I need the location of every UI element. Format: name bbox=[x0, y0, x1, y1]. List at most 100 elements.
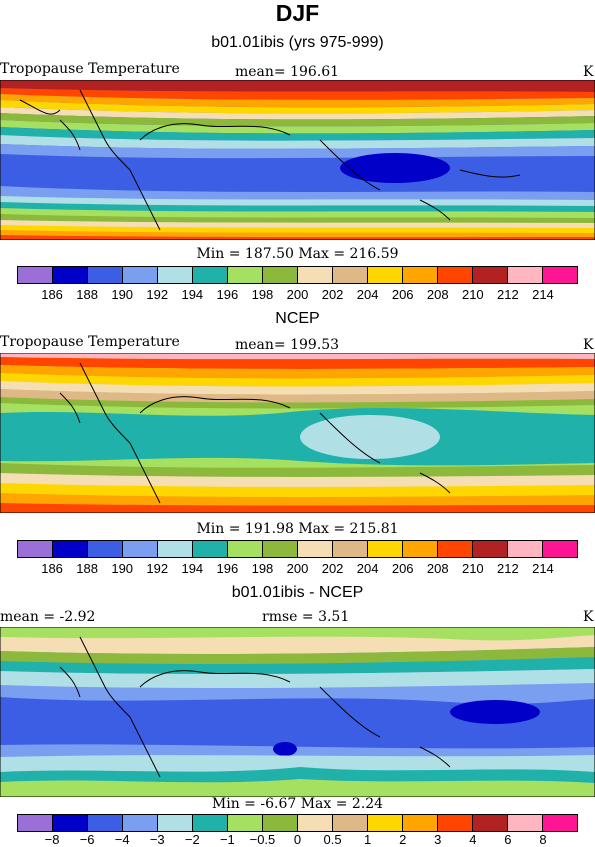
colorbar-swatch bbox=[18, 267, 53, 283]
colorbar-tick: 206 bbox=[391, 287, 414, 302]
colorbar-swatch bbox=[228, 815, 263, 831]
colorbar-swatch bbox=[228, 267, 263, 283]
colorbar-swatch bbox=[88, 541, 123, 557]
field-label: Tropopause Temperature bbox=[0, 61, 180, 77]
colorbar-swatch bbox=[158, 815, 193, 831]
colorbar-tick: 198 bbox=[251, 561, 274, 576]
colorbar-swatch bbox=[158, 541, 193, 557]
colorbar-swatch bbox=[298, 267, 333, 283]
colorbar-swatch bbox=[18, 815, 53, 831]
colorbar-swatch bbox=[88, 267, 123, 283]
colorbar-tick: 190 bbox=[111, 287, 134, 302]
colorbar-tick: 212 bbox=[497, 561, 519, 576]
colorbar-swatch bbox=[298, 815, 333, 831]
panel-title: b01.01ibis (yrs 975-999) bbox=[211, 34, 384, 51]
colorbar-swatch bbox=[473, 541, 508, 557]
colorbar-swatch bbox=[123, 541, 158, 557]
colorbar-tick: 196 bbox=[216, 287, 239, 302]
colorbar-swatch bbox=[333, 541, 368, 557]
field-label: Tropopause Temperature bbox=[0, 334, 180, 350]
colorbar-ticks: 186 188 190 192 194 196 198 200 202 204 … bbox=[17, 287, 578, 303]
units-label: K bbox=[583, 609, 594, 625]
colorbar-tick: −2 bbox=[184, 832, 200, 847]
colorbar-tick: −6 bbox=[79, 832, 95, 847]
colorbar-swatch bbox=[508, 267, 543, 283]
map-panel-model bbox=[0, 80, 595, 240]
colorbar-tick: 210 bbox=[461, 287, 484, 302]
colorbar-ticks: −8 −6 −4 −3 −2 −1 −0.5 0 0.5 1 2 3 4 6 8 bbox=[17, 832, 578, 847]
colorbar-tick: 192 bbox=[146, 287, 169, 302]
colorbar-swatch bbox=[333, 815, 368, 831]
colorbar-tick: 208 bbox=[426, 561, 449, 576]
colorbar-swatch bbox=[298, 541, 333, 557]
rmse-label: rmse = 3.51 bbox=[262, 609, 350, 625]
colorbar-swatch bbox=[228, 541, 263, 557]
colorbar-tick: −4 bbox=[114, 832, 130, 847]
colorbar-tick: 188 bbox=[76, 561, 98, 576]
min-max-label: Min = 187.50 Max = 216.59 bbox=[196, 246, 399, 262]
units-label: K bbox=[583, 337, 594, 353]
colorbar-tick: 196 bbox=[216, 561, 239, 576]
colorbar-swatch bbox=[438, 541, 473, 557]
colorbar-swatch bbox=[123, 267, 158, 283]
colorbar-swatch bbox=[263, 815, 298, 831]
units-label: K bbox=[583, 64, 594, 80]
mean-label: mean= 196.61 bbox=[235, 64, 340, 80]
colorbar-tick: 1 bbox=[364, 832, 372, 847]
colorbar-tick: 192 bbox=[146, 561, 169, 576]
mean-label: mean = -2.92 bbox=[0, 609, 96, 625]
colorbar-tick: −8 bbox=[44, 832, 60, 847]
colorbar bbox=[17, 540, 578, 558]
colorbar-swatch bbox=[543, 267, 577, 283]
colorbar-swatch bbox=[508, 541, 543, 557]
colorbar-swatch bbox=[543, 815, 577, 831]
colorbar-swatch bbox=[158, 267, 193, 283]
colorbar-swatch bbox=[438, 267, 473, 283]
colorbar-tick: 194 bbox=[181, 287, 204, 302]
colorbar-swatch bbox=[403, 267, 438, 283]
colorbar bbox=[17, 814, 578, 832]
colorbar-swatch bbox=[53, 267, 88, 283]
colorbar-swatch bbox=[403, 815, 438, 831]
colorbar-tick: 4 bbox=[469, 832, 477, 847]
colorbar-tick: 208 bbox=[426, 287, 449, 302]
colorbar-tick: 186 bbox=[41, 287, 63, 302]
colorbar-tick: 214 bbox=[532, 287, 554, 302]
colorbar-tick: 202 bbox=[321, 561, 344, 576]
colorbar-swatch bbox=[473, 267, 508, 283]
panel-title: NCEP bbox=[275, 310, 320, 327]
colorbar-tick: 0.5 bbox=[323, 832, 342, 847]
colorbar-swatch bbox=[263, 267, 298, 283]
colorbar-tick: 194 bbox=[181, 561, 204, 576]
colorbar-swatch bbox=[403, 541, 438, 557]
colorbar-tick: 210 bbox=[461, 561, 484, 576]
colorbar-swatch bbox=[368, 541, 403, 557]
colorbar-swatch bbox=[193, 815, 228, 831]
min-max-label: Min = 191.98 Max = 215.81 bbox=[196, 521, 399, 537]
colorbar bbox=[17, 266, 578, 284]
colorbar-tick: 0 bbox=[293, 832, 302, 847]
colorbar-tick: 186 bbox=[41, 561, 63, 576]
colorbar-swatch bbox=[508, 815, 543, 831]
colorbar-ticks: 186 188 190 192 194 196 198 200 202 204 … bbox=[17, 561, 578, 577]
colorbar-swatch bbox=[18, 541, 53, 557]
colorbar-tick: 198 bbox=[251, 287, 274, 302]
colorbar-swatch bbox=[193, 541, 228, 557]
colorbar-tick: 200 bbox=[286, 561, 309, 576]
colorbar-tick: 188 bbox=[76, 287, 98, 302]
colorbar-tick: 204 bbox=[356, 561, 379, 576]
season-title: DJF bbox=[275, 0, 320, 26]
colorbar-swatch bbox=[123, 815, 158, 831]
colorbar-tick: 200 bbox=[286, 287, 309, 302]
colorbar-tick: 214 bbox=[532, 561, 554, 576]
colorbar-tick: 212 bbox=[497, 287, 519, 302]
colorbar-swatch bbox=[88, 815, 123, 831]
colorbar-tick: 190 bbox=[111, 561, 134, 576]
colorbar-swatch bbox=[368, 815, 403, 831]
colorbar-swatch bbox=[368, 267, 403, 283]
map-panel-ncep bbox=[0, 353, 595, 513]
colorbar-swatch bbox=[53, 541, 88, 557]
colorbar-tick: 206 bbox=[391, 561, 414, 576]
colorbar-tick: 2 bbox=[399, 832, 407, 847]
panel-title: b01.01ibis - NCEP bbox=[231, 584, 364, 601]
